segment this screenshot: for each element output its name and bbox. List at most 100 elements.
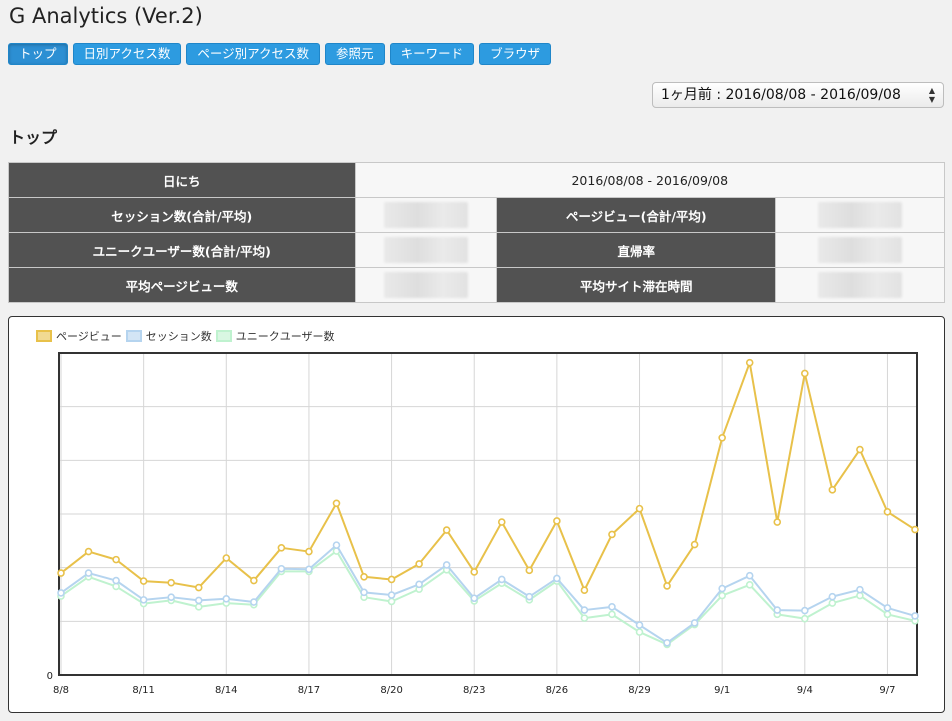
data-point [690,540,699,549]
legend-item-sessions[interactable]: セッション数 [125,328,212,344]
data-point [442,526,451,534]
data-point [415,560,423,568]
data-point [415,580,423,589]
data-point [139,577,148,585]
data-point [194,603,203,611]
data-point [553,517,561,525]
sessions-value-redacted [354,197,498,233]
data-point [608,603,616,611]
x-tick-label: 8/20 [380,685,402,696]
data-point [635,504,644,513]
pageviews-label: ページビュー(合計/平均) [496,197,777,233]
data-point [360,588,368,597]
chart-panel: ページビュー セッション数 ユニークユーザー数 8/8 8/11 8/14 8/17 8… [8,316,945,713]
users-value-redacted [354,232,498,268]
avg-pageviews-value-redacted [354,267,498,303]
bounce-rate-label: 直帰率 [496,232,777,268]
data-point [194,583,203,592]
data-point [856,585,864,594]
date-range-value: 1ヶ月前 : 2016/08/08 - 2016/09/08 [661,87,901,103]
series-line [60,550,916,646]
data-point [828,592,837,601]
data-point [883,610,892,619]
data-point [828,486,837,494]
x-tick-label: 9/7 [879,685,895,696]
data-point [663,582,671,590]
date-range-select[interactable]: 1ヶ月前 : 2016/08/08 - 2016/09/08 ▲ ▼ [652,82,944,108]
data-point [497,575,506,584]
data-point [525,592,534,601]
data-point [332,499,341,508]
x-tick-label: 8/17 [298,685,320,696]
legend-item-users[interactable]: ユニークユーザー数 [215,328,335,344]
data-point [112,555,120,564]
data-point [580,586,589,595]
x-tick-label: 8/29 [628,685,650,696]
series-line [60,544,916,644]
legend-swatch [215,330,232,342]
data-point [663,638,671,647]
data-point [608,530,616,539]
nav-tab-keyword[interactable]: キーワード [389,43,475,65]
data-point [911,612,919,620]
x-tick-label: 8/23 [463,685,485,696]
app-title: G Analytics (Ver.2) [9,4,203,28]
data-point [773,518,782,526]
data-point [580,606,589,614]
data-point [250,598,258,606]
legend-label: ページビュー [56,330,122,343]
nav-tab-referrer[interactable]: 参照元 [325,43,385,65]
x-tick-label: 8/11 [132,685,154,696]
nav-tab-daily-access[interactable]: 日別アクセス数 [72,43,182,65]
data-point [387,597,396,606]
data-point [387,575,396,584]
data-point [580,614,589,622]
data-point [57,569,65,577]
table-row: 日にち 2016/08/08 - 2016/09/08 [8,162,946,198]
data-point [112,576,120,585]
data-point [305,565,313,574]
nav-tab-top[interactable]: トップ [8,43,68,65]
data-point [277,544,286,552]
x-tick-label: 8/26 [546,685,568,696]
data-point [112,582,120,591]
data-point [745,571,754,580]
data-point [167,578,175,587]
data-point [718,591,726,600]
data-point [250,576,258,585]
data-point [84,569,93,577]
data-point [360,572,368,581]
section-title: トップ [9,128,58,147]
summary-table: 日にち 2016/08/08 - 2016/09/08 セッション数(合計/平均… [8,162,946,303]
bounce-rate-value-redacted [775,232,945,268]
x-tick-label: 8/14 [215,685,237,696]
date-label: 日にち [8,162,356,198]
legend-label: ユニークユーザー数 [235,330,335,343]
avg-pageviews-label: 平均ページビュー数 [8,267,356,303]
data-point [84,547,93,556]
data-point [773,606,782,614]
pageviews-value-redacted [775,197,945,233]
data-point [828,599,837,607]
legend-item-pageviews[interactable]: ページビュー [36,328,122,344]
data-point [718,433,726,442]
data-point [745,358,754,367]
table-row: セッション数(合計/平均) ページビュー(合計/平均) [8,197,945,233]
data-point [387,591,396,599]
x-tick-label: 9/4 [797,685,813,696]
data-point [470,568,479,576]
data-point [801,606,809,615]
data-point [470,594,479,603]
nav-tab-browser[interactable]: ブラウザ [479,43,552,65]
series-line [60,361,916,592]
plot-border [58,352,918,676]
x-tick-label: 8/8 [53,685,69,696]
data-point [525,566,534,575]
nav-tab-page-access[interactable]: ページ別アクセス数 [186,43,321,65]
data-point [194,596,203,605]
x-tick-label: 9/1 [714,685,730,696]
data-point [608,610,616,619]
data-point [497,518,506,526]
data-point [801,369,809,378]
data-point [745,581,754,589]
